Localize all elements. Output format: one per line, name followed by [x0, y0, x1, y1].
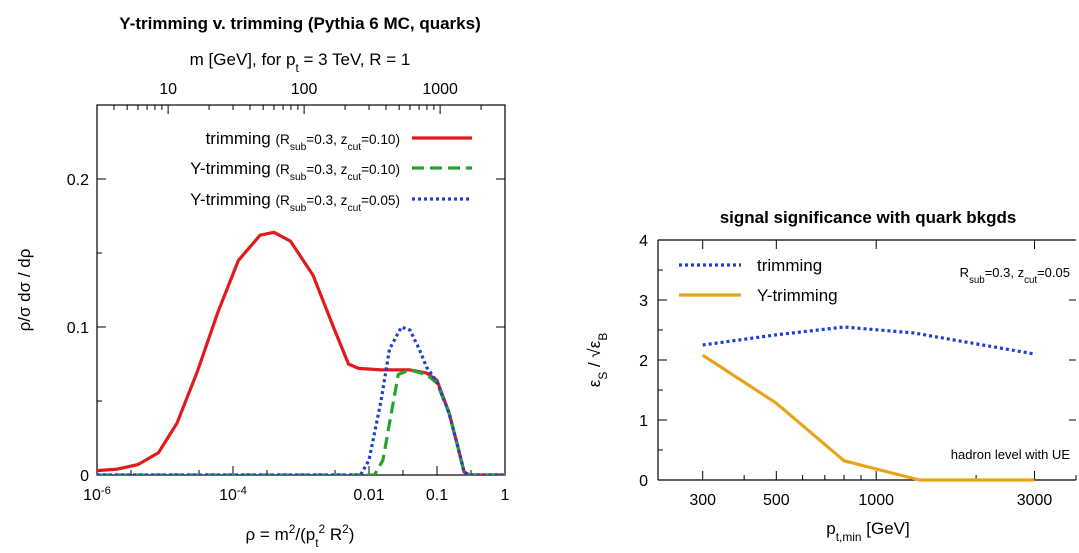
- right-y-tick-label: 3: [639, 293, 648, 310]
- left-legend-label-2: Y-trimming (Rsub=0.3, zcut=0.05): [190, 190, 400, 214]
- right-series-line-1: [701, 353, 1035, 482]
- right-bottom-annotation: hadron level with UE: [951, 447, 1071, 462]
- left-plot-frame: [96, 104, 506, 476]
- left-x-tick-label: 10-4: [219, 485, 247, 504]
- left-y-axis-label: ρ/σ dσ / dρ: [15, 249, 34, 332]
- left-y-tick-label: 0.2: [67, 172, 89, 189]
- left-top-tick-label: 100: [291, 81, 318, 98]
- right-y-tick-label: 2: [639, 353, 648, 370]
- left-y-tick-label: 0: [80, 468, 89, 485]
- left-top-axis-label: m [GeV], for pt = 3 TeV, R = 1: [190, 50, 411, 75]
- left-legend-label-1: Y-trimming (Rsub=0.3, zcut=0.10): [190, 159, 400, 183]
- right-legend-label-1: Y-trimming: [757, 286, 838, 305]
- right-params-annotation: Rsub=0.3, zcut=0.05: [960, 265, 1070, 286]
- left-series-line-2: [97, 325, 505, 475]
- right-x-tick-label: 1000: [858, 492, 894, 509]
- left-top-tick-label: 1000: [422, 81, 458, 98]
- left-x-tick-label: 0.1: [426, 487, 448, 504]
- left-x-tick-label: 1: [501, 487, 510, 504]
- right-series-line-0: [702, 325, 1035, 356]
- left-legend-label-0: trimming (Rsub=0.3, zcut=0.10): [206, 129, 400, 153]
- left-x-axis-label: ρ = m2/(pt2 R2): [246, 522, 355, 548]
- left-x-tick-label: 10-6: [83, 485, 111, 504]
- right-y-tick-label: 1: [639, 413, 648, 430]
- right-x-tick-label: 3000: [1017, 492, 1053, 509]
- left-x-tick-label: 0.01: [353, 487, 384, 504]
- right-legend-label-0: trimming: [757, 256, 822, 275]
- left-series-line-1: [97, 368, 505, 475]
- right-x-tick-label: 300: [689, 492, 716, 509]
- right-y-tick-label: 4: [639, 233, 648, 250]
- left-series-line-0: [97, 230, 505, 475]
- right-y-axis-label: εS / √εB: [585, 333, 610, 388]
- right-x-axis-label: pt,min [GeV]: [826, 519, 909, 544]
- right-chart-title: signal significance with quark bkgds: [720, 208, 1017, 227]
- left-top-tick-label: 10: [159, 81, 177, 98]
- right-x-tick-label: 500: [763, 492, 790, 509]
- left-chart-title: Y-trimming v. trimming (Pythia 6 MC, qua…: [119, 14, 480, 33]
- right-y-tick-label: 0: [639, 473, 648, 490]
- left-y-tick-label: 0.1: [67, 320, 89, 337]
